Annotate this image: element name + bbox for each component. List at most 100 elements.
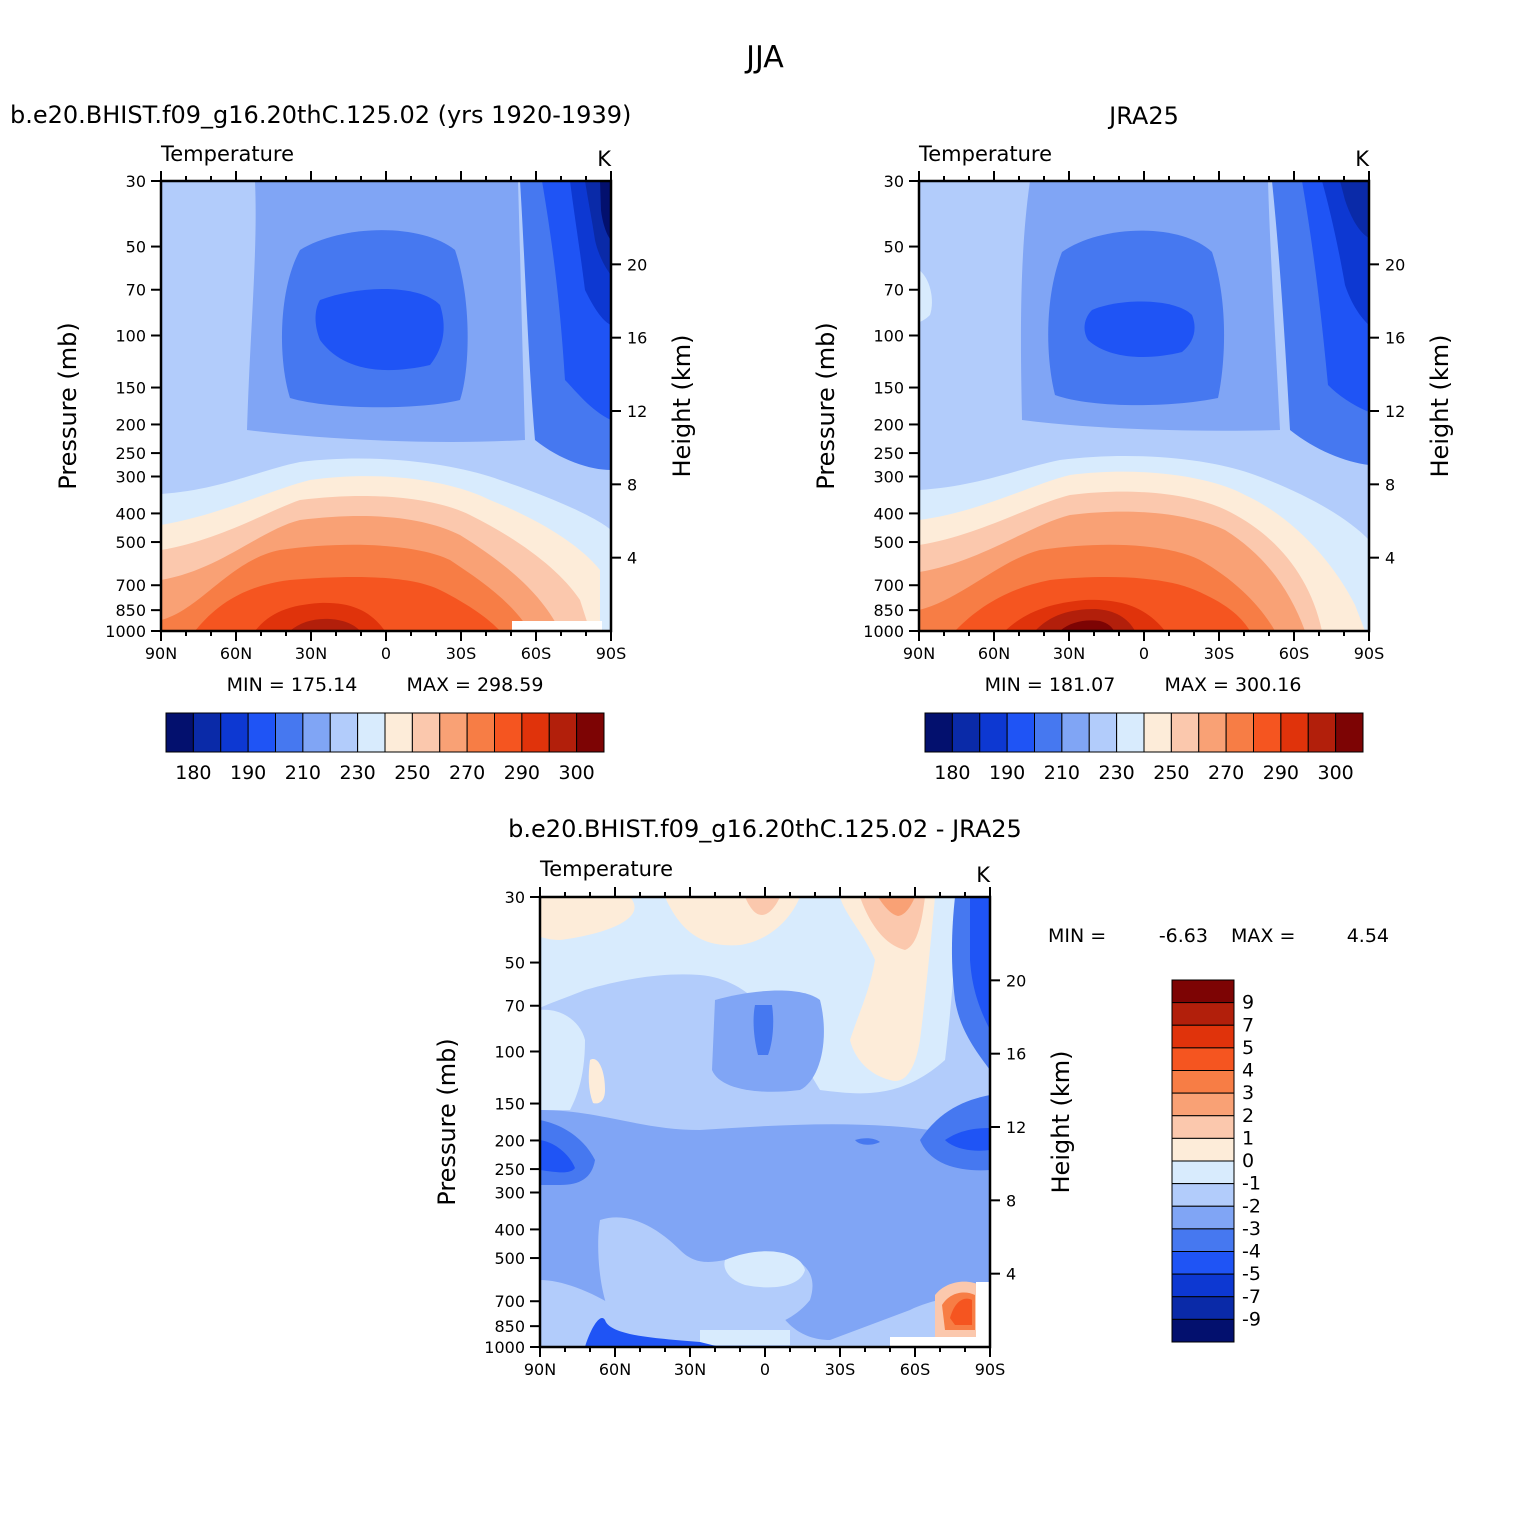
colorbar-swatch: [1088, 712, 1118, 753]
contour-field: [919, 181, 1369, 631]
y-tick-label: 300: [115, 467, 146, 486]
y-tick-label: 200: [873, 415, 904, 434]
y-tick-label: 1000: [484, 1338, 525, 1357]
colorbar-swatch: [951, 712, 981, 753]
panel-title: JRA25: [1107, 102, 1179, 130]
colorbar-swatch: [1280, 712, 1309, 753]
y-axis-label: Pressure (mb): [433, 1038, 461, 1205]
contour-band-cold-core: [315, 288, 444, 371]
colorbar: 180 190 210 230 250 270 290 300: [924, 712, 1364, 784]
y-tick-label: 500: [115, 533, 146, 552]
colorbar-label: -7: [1242, 1286, 1261, 1308]
colorbar-swatch: [165, 712, 194, 753]
y-tick-label: 100: [115, 327, 146, 346]
units-label: K: [976, 863, 991, 887]
contour-band-tropo-9: [1060, 620, 1114, 631]
contour-band-tropical-warm-peak: [878, 897, 915, 916]
colorbar-label: 7: [1242, 1014, 1254, 1036]
x-tick-label: 90N: [903, 644, 935, 663]
x-tick-label: 60S: [900, 1360, 931, 1379]
colorbar-swatch: [1171, 1296, 1235, 1320]
colorbar-label: -5: [1242, 1263, 1261, 1285]
panel-model: b.e20.BHIST.f09_g16.20thC.125.02 (yrs 19…: [10, 101, 696, 784]
colorbar-label: 250: [394, 762, 430, 784]
colorbar-swatch: [466, 712, 495, 753]
colorbar-label: 270: [1208, 762, 1244, 784]
panel-difference: b.e20.BHIST.f09_g16.20thC.125.02 - JRA25…: [433, 815, 1389, 1379]
contour-field: [540, 897, 990, 1347]
colorbar-label: 3: [1242, 1082, 1254, 1104]
colorbar-label: 300: [558, 762, 594, 784]
colorbar-label: 180: [175, 762, 211, 784]
y-tick-label: 200: [115, 415, 146, 434]
max-text: MAX = 298.59: [407, 674, 544, 696]
x-tick-label: 60S: [1279, 644, 1310, 663]
x-axis: 90N 60N 30N 0 30S 60S 90S: [524, 887, 1005, 1379]
y-tick-label: 70: [505, 997, 525, 1016]
colorbar-swatch: [1171, 979, 1235, 1004]
height-tick-label: 8: [627, 475, 637, 494]
contour-band-tropopause-south: [920, 1095, 990, 1171]
colorbar-swatch: [357, 712, 386, 753]
y-tick-label: 1000: [105, 622, 146, 641]
min-text: MIN = 175.14: [227, 674, 358, 696]
x-tick-label: 60N: [220, 644, 252, 663]
x-tick-label: 90S: [975, 1360, 1006, 1379]
colorbar-label: 230: [1098, 762, 1134, 784]
x-tick-label: 30S: [1204, 644, 1235, 663]
y-tick-label: 100: [873, 327, 904, 346]
height-tick-label: 20: [1385, 255, 1405, 274]
colorbar-swatch: [548, 712, 578, 753]
y-tick-label: 30: [505, 888, 525, 907]
y-tick-label: 400: [494, 1220, 525, 1239]
y-tick-label: 150: [873, 379, 904, 398]
max-label: MAX =: [1231, 925, 1295, 947]
y-tick-label: 100: [494, 1043, 525, 1062]
x-tick-label: 90S: [1354, 644, 1385, 663]
missing-data-patch: [512, 621, 602, 631]
x-tick-label: 30N: [1053, 644, 1085, 663]
colorbar-swatch: [1253, 712, 1282, 753]
height-tick-label: 12: [627, 402, 647, 421]
y-axis-right: 4 8 12 16 20: [611, 255, 647, 568]
height-axis-label: Height (km): [1047, 1051, 1075, 1194]
min-text: MIN = 181.07: [985, 674, 1116, 696]
colorbar-label: 230: [339, 762, 375, 784]
x-tick-label: 0: [760, 1360, 770, 1379]
colorbar-label: 300: [1317, 762, 1353, 784]
contour-band-tropo-8: [290, 618, 360, 631]
min-value: -6.63: [1159, 925, 1208, 947]
height-tick-label: 4: [1006, 1265, 1016, 1284]
y-tick-label: 30: [126, 172, 146, 191]
y-tick-label: 1000: [863, 622, 904, 641]
contour-band-tropopause-north-core: [540, 1140, 575, 1173]
x-tick-label: 30S: [825, 1360, 856, 1379]
colorbar-swatch: [1198, 712, 1227, 753]
x-tick-label: 90N: [145, 644, 177, 663]
colorbar-swatch: [192, 712, 222, 753]
x-tick-label: 0: [381, 644, 391, 663]
contour-band-low-lighter: [724, 1251, 805, 1288]
colorbar-swatch: [411, 712, 441, 753]
height-tick-label: 16: [627, 329, 647, 348]
colorbar-label: 250: [1153, 762, 1189, 784]
colorbar-label: 1: [1242, 1127, 1254, 1149]
height-tick-label: 4: [627, 549, 637, 568]
variable-label: Temperature: [539, 857, 673, 881]
y-tick-label: 400: [115, 504, 146, 523]
x-tick-label: 0: [1139, 644, 1149, 663]
variable-label: Temperature: [160, 142, 294, 166]
y-tick-label: 150: [494, 1095, 525, 1114]
x-axis: 90N 60N 30N 0 30S 60S 90S: [145, 171, 626, 663]
y-axis-left: 30 50 70 100 150 200 250 300 400 500 700 850 1000: [484, 888, 540, 1357]
contour-band-upper-left-light: [540, 1009, 585, 1110]
x-tick-label: 30N: [295, 644, 327, 663]
colorbar-swatch: [521, 712, 550, 753]
colorbar-label: -1: [1242, 1173, 1261, 1195]
colorbar-swatch: [220, 712, 249, 753]
colorbar-swatch: [1307, 712, 1337, 753]
x-axis: 90N 60N 30N 0 30S 60S 90S: [903, 171, 1384, 663]
y-tick-label: 200: [494, 1131, 525, 1150]
